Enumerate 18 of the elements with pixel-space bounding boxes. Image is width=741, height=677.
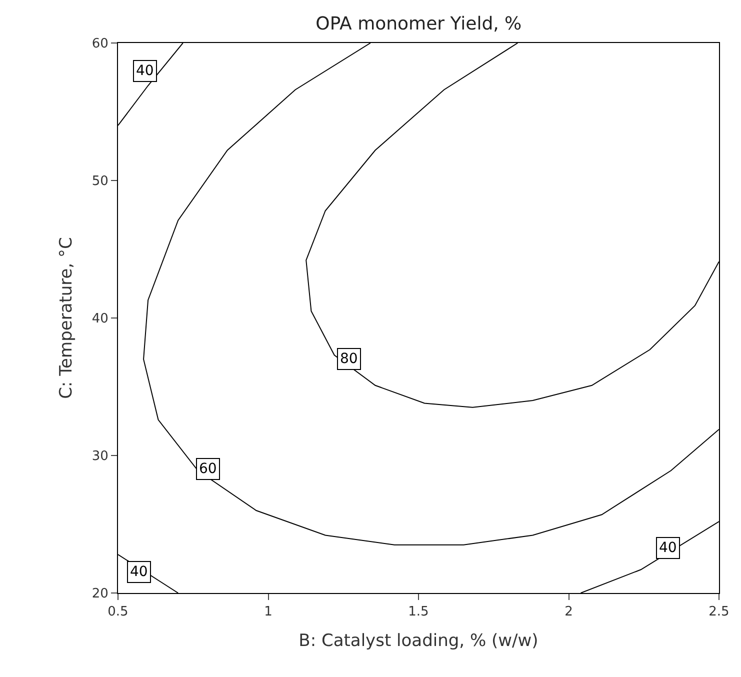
x-tick-label: 2.5 — [708, 604, 730, 620]
y-tick-label: 30 — [92, 449, 108, 464]
annotation: 60 — [199, 461, 217, 477]
y-tick-label: 60 — [92, 36, 108, 52]
x-tick-label: 2 — [564, 604, 573, 620]
y-tick-label: 40 — [92, 312, 108, 327]
annotation: 40 — [130, 564, 148, 580]
y-tick-label: 50 — [92, 174, 108, 190]
y-axis-title: C: Temperature, °C — [56, 237, 76, 399]
annotation: 40 — [659, 540, 677, 556]
x-tick-label: 0.5 — [108, 604, 128, 620]
annotation: 40 — [136, 63, 154, 79]
chart-title: OPA monomer Yield, % — [316, 14, 522, 35]
x-axis-title: B: Catalyst loading, % (w/w) — [298, 631, 538, 651]
x-tick-label: 1 — [264, 604, 272, 620]
x-tick-label: 1.5 — [408, 604, 429, 620]
y-tick-label: 20 — [92, 586, 108, 602]
annotation: 80 — [340, 351, 358, 367]
